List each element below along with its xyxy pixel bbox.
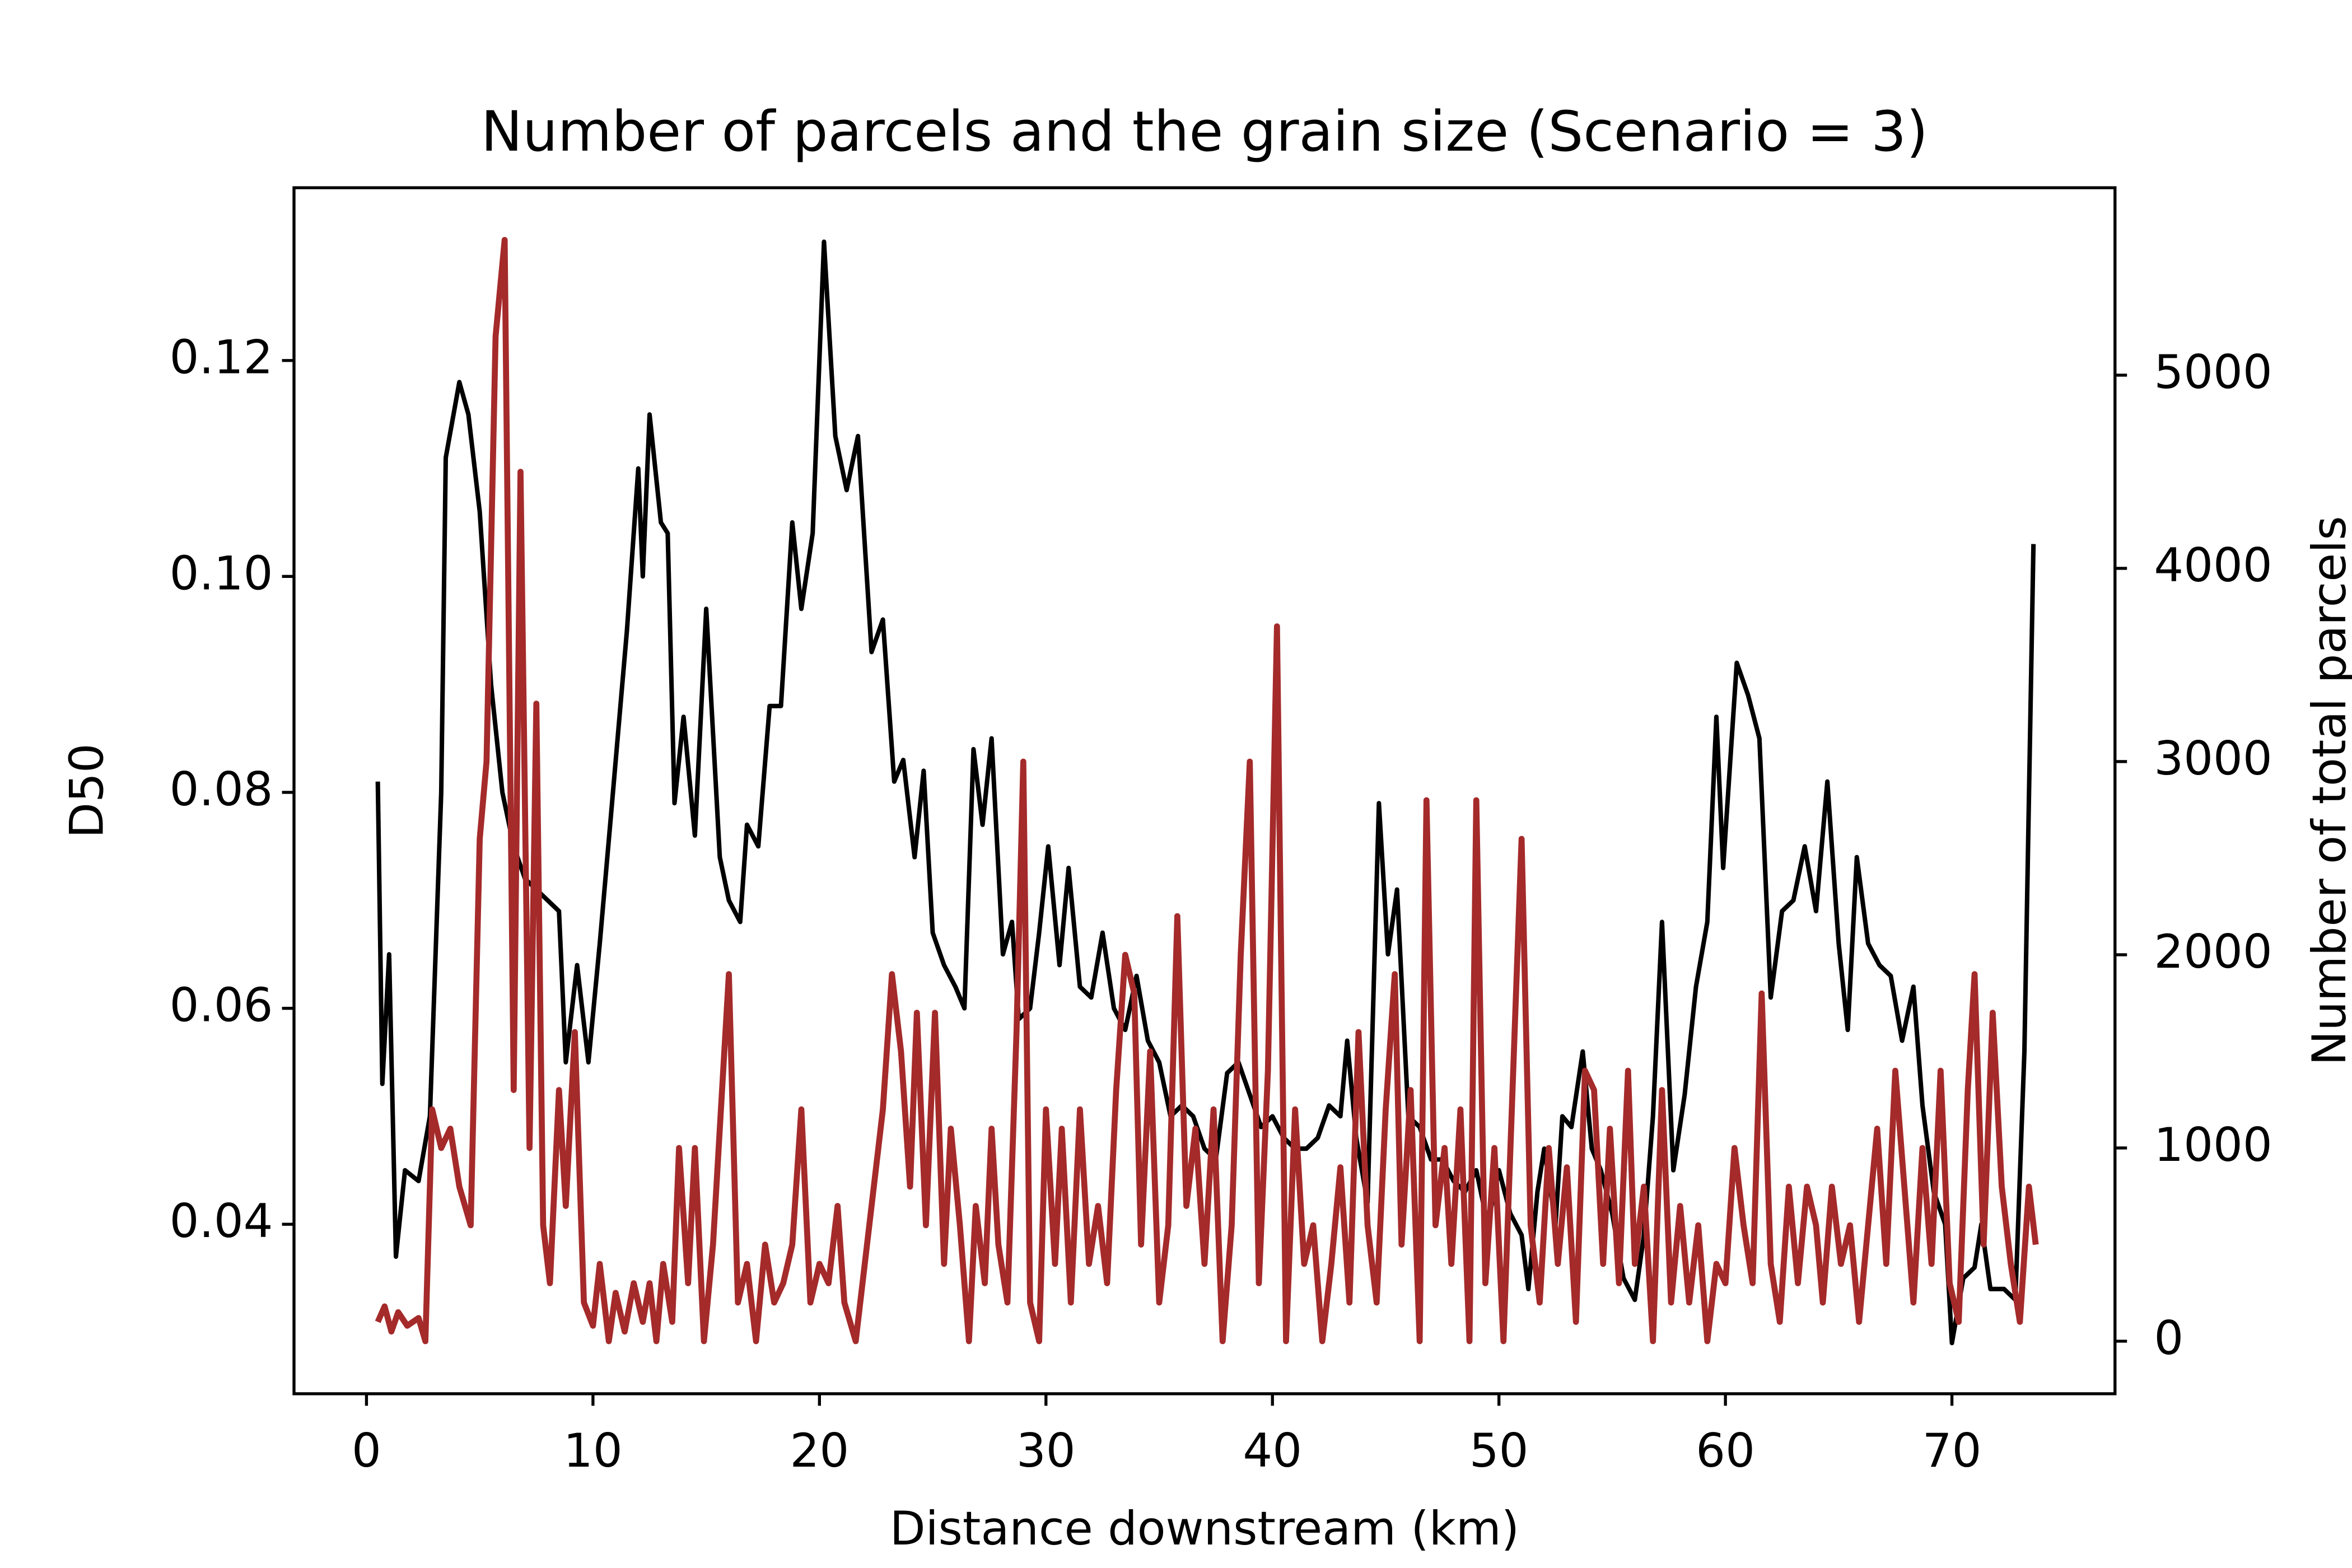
y-tick-label: 0.10 [170,546,273,600]
data-line [375,239,2036,1346]
plot-area [375,237,2039,1346]
y2-tick-label: 4000 [2154,538,2272,592]
x-tick-label: 60 [1696,1424,1755,1478]
y-axis-label: D50 [60,743,114,838]
x-axis-label: Distance downstream (km) [890,1501,1519,1556]
y2-tick-label: 0 [2154,1311,2183,1365]
plot-frame [292,186,2117,1396]
y-tick-label: 0.04 [170,1194,273,1248]
y2-axis-label: Number of total parcels [2302,516,2352,1065]
y-tick-label: 0.08 [170,762,273,816]
x-tick-label: 50 [1469,1424,1529,1478]
x-tick-label: 0 [352,1424,381,1478]
x-tick-label: 10 [563,1424,623,1478]
y2-tick-label: 5000 [2154,345,2272,399]
x-tick-label: 30 [1016,1424,1076,1478]
y2-tick-label: 3000 [2154,731,2272,786]
x-tick-label: 20 [790,1424,850,1478]
x-tick-label: 70 [1922,1424,1982,1478]
y2-tick-label: 1000 [2154,1118,2272,1172]
chart-title: Number of parcels and the grain size (Sc… [481,100,1928,164]
y2-tick-label: 2000 [2154,925,2272,979]
data-line [375,237,2039,1345]
x-tick-label: 40 [1243,1424,1302,1478]
y-tick-label: 0.06 [170,978,273,1032]
y-tick-label: 0.12 [170,330,273,385]
